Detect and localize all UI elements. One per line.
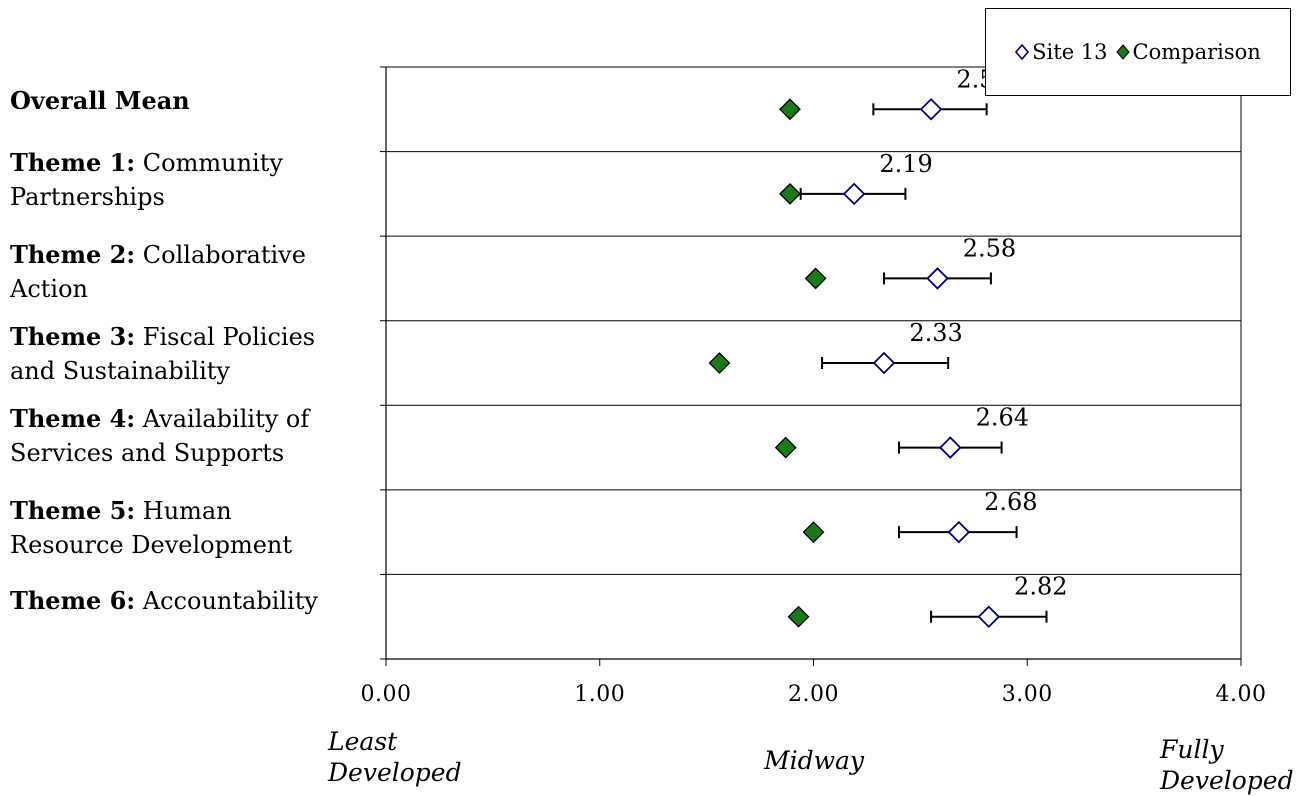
category-label-text: Collaborative (135, 241, 306, 269)
legend-item-site13: Site 13 (1015, 40, 1108, 64)
category-label-bold: Overall Mean (10, 86, 190, 115)
anchor-least-line2: Developed (328, 758, 462, 787)
category-label-bold: Theme 4: (10, 404, 136, 433)
legend-label-site13: Site 13 (1032, 40, 1108, 64)
category-label-bold: Theme 1: (10, 148, 136, 177)
category-label: Theme 4: Availability of Services and Sup… (10, 402, 309, 470)
site13-point (842, 182, 866, 206)
open-diamond-icon (1015, 44, 1030, 60)
chart-legend: Site 13 Comparison (985, 8, 1291, 96)
category-label-text: Fiscal Policies (135, 323, 316, 351)
category-label: Theme 3: Fiscal Policies and Sustainabili… (10, 320, 315, 388)
comparison-point (804, 267, 827, 290)
site13-data-label: 2.33 (909, 319, 962, 347)
category-label-bold: Theme 5: (10, 496, 136, 525)
anchor-fully-line2: Developed (1160, 766, 1294, 795)
anchor-least-line1: Least (328, 727, 398, 756)
category-label: Theme 5: Human Resource Development (10, 494, 292, 562)
category-label-text: Human (135, 497, 232, 525)
x-tick-label: 4.00 (1215, 682, 1267, 707)
category-label-bold: Theme 3: (10, 322, 136, 351)
site13-point (926, 267, 949, 290)
comparison-point (787, 605, 810, 628)
anchor-midway-line1: Midway (764, 746, 865, 775)
category-label-bold: Theme 6: (10, 586, 136, 615)
site13-data-label: 2.82 (1014, 573, 1067, 601)
comparison-point (774, 436, 797, 459)
comparison-point (779, 182, 801, 205)
x-tick-label: 3.00 (1001, 682, 1053, 707)
site13-data-label: 2.19 (879, 150, 932, 178)
filled-diamond-icon (1115, 44, 1130, 60)
category-label-text-line2: and Sustainability (10, 357, 230, 385)
legend-item-comparison: Comparison (1115, 40, 1261, 64)
x-tick-label: 0.00 (360, 682, 412, 707)
site13-point (977, 605, 1001, 628)
category-label: Overall Mean (10, 84, 190, 118)
site13-data-label: 2.68 (984, 488, 1037, 516)
site13-data-label: 2.64 (976, 404, 1029, 432)
x-tick-label: 1.00 (574, 682, 626, 707)
category-label-text-line2: Services and Supports (10, 439, 285, 467)
comparison-point (708, 352, 731, 374)
category-label-text-line2: Action (10, 275, 88, 303)
comparison-point (802, 521, 825, 544)
anchor-midway: Midway (764, 745, 864, 776)
category-label-text-line2: Resource Development (10, 531, 292, 559)
category-label-bold: Theme 2: (10, 240, 136, 269)
category-label-text: Community (135, 149, 283, 177)
site13-point (947, 520, 971, 544)
anchor-least-developed: Least Developed (328, 726, 462, 788)
category-label-text-line2: Partnerships (10, 183, 165, 211)
site13-point (919, 98, 943, 121)
category-label-text: Availability of (135, 405, 310, 433)
anchor-fully-line1: Fully (1160, 735, 1224, 764)
site13-data-label: 2.58 (963, 234, 1016, 262)
x-tick-label: 2.00 (788, 682, 839, 707)
category-label-text: Accountability (135, 587, 318, 615)
category-label: Theme 1: Community Partnerships (10, 146, 283, 214)
comparison-point (779, 98, 801, 121)
category-label: Theme 2: Collaborative Action (10, 238, 306, 306)
legend-label-comparison: Comparison (1132, 40, 1261, 64)
anchor-fully-developed: Fully Developed (1160, 734, 1294, 796)
site13-point (939, 436, 962, 459)
site13-point (872, 351, 896, 375)
category-label: Theme 6: Accountability (10, 584, 318, 618)
